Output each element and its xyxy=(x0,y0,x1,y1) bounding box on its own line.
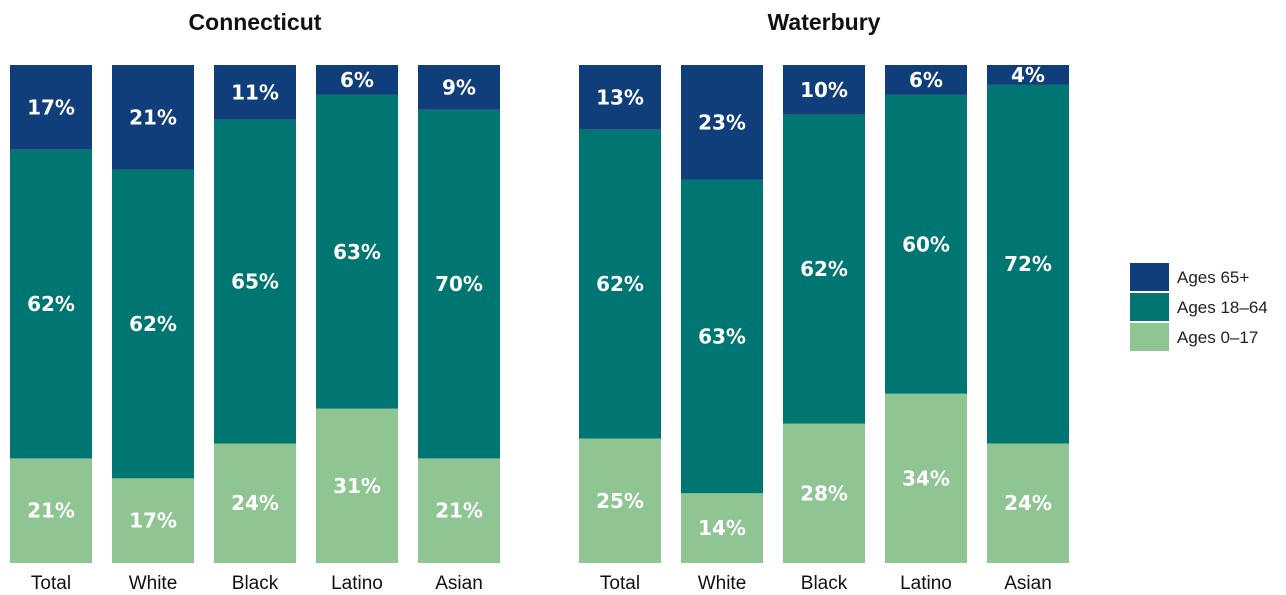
bar-segment-total-ages-65 xyxy=(579,65,661,130)
data-label: 62% xyxy=(800,257,848,281)
bar-segment-latino-ages-1864 xyxy=(885,94,967,394)
legend-swatch-ages-65 xyxy=(1130,263,1169,291)
panel-title: Waterbury xyxy=(768,9,881,35)
data-label: 23% xyxy=(698,110,746,134)
bar-segment-black-ages-65 xyxy=(783,65,865,115)
bar-segment-white-ages-1864 xyxy=(681,179,763,494)
data-label: 10% xyxy=(800,78,848,102)
category-label: Black xyxy=(801,573,848,594)
data-label: 63% xyxy=(698,324,746,348)
bar-segment-asian-ages-65 xyxy=(987,65,1069,85)
data-label: 17% xyxy=(27,95,75,119)
bar-segment-latino-ages-65 xyxy=(316,65,398,95)
category-label: White xyxy=(698,573,747,594)
legend-label: Ages 65+ xyxy=(1177,268,1249,287)
bar-segment-black-ages-1864 xyxy=(783,114,865,424)
legend-swatch-ages-017 xyxy=(1130,323,1169,351)
bar-segment-asian-ages-017 xyxy=(418,458,500,563)
data-label: 62% xyxy=(27,292,75,316)
data-label: 21% xyxy=(129,105,177,129)
data-label: 62% xyxy=(129,312,177,336)
data-label: 13% xyxy=(596,85,644,109)
data-label: 63% xyxy=(333,240,381,264)
bar-segment-total-ages-017 xyxy=(10,458,92,563)
bar-segment-asian-ages-65 xyxy=(418,65,500,110)
bar-segment-latino-ages-65 xyxy=(885,65,967,95)
data-label: 25% xyxy=(596,489,644,513)
data-label: 24% xyxy=(1004,491,1052,515)
legend-label: Ages 0–17 xyxy=(1177,328,1258,347)
bar-segment-black-ages-017 xyxy=(783,423,865,563)
category-label: Latino xyxy=(900,573,952,594)
data-label: 70% xyxy=(435,272,483,296)
data-label: 4% xyxy=(1011,63,1045,87)
data-label: 21% xyxy=(27,499,75,523)
data-label: 6% xyxy=(340,68,374,92)
data-label: 14% xyxy=(698,516,746,540)
bar-segment-total-ages-1864 xyxy=(10,149,92,459)
bar-segment-total-ages-65 xyxy=(10,65,92,150)
bar-segment-latino-ages-017 xyxy=(316,408,398,563)
legend-label: Ages 18–64 xyxy=(1177,298,1268,317)
bar-segment-total-ages-1864 xyxy=(579,129,661,439)
data-label: 6% xyxy=(909,68,943,92)
category-label: Total xyxy=(600,573,640,594)
bar-segment-white-ages-65 xyxy=(681,65,763,180)
bar-segment-white-ages-1864 xyxy=(112,169,194,479)
panel-title: Connecticut xyxy=(189,9,322,35)
data-label: 65% xyxy=(231,270,279,294)
bar-segment-asian-ages-1864 xyxy=(418,109,500,459)
category-label: White xyxy=(129,573,178,594)
bar-segment-black-ages-1864 xyxy=(214,119,296,444)
bar-segment-asian-ages-017 xyxy=(987,443,1069,563)
category-label: Total xyxy=(31,573,71,594)
category-label: Black xyxy=(232,573,279,594)
data-label: 24% xyxy=(231,491,279,515)
bar-segment-white-ages-65 xyxy=(112,65,194,170)
bar-segment-latino-ages-1864 xyxy=(316,94,398,409)
panel-connecticut: Connecticut 21% 62% 17% Total 17% 62% 21% White 2… xyxy=(10,9,500,594)
bar-segment-white-ages-017 xyxy=(681,493,763,563)
data-label: 72% xyxy=(1004,252,1052,276)
bar-segment-total-ages-017 xyxy=(579,438,661,563)
category-label: Latino xyxy=(331,573,383,594)
data-label: 11% xyxy=(231,80,279,104)
legend-swatch-ages-1864 xyxy=(1130,293,1169,321)
data-label: 9% xyxy=(442,75,476,99)
data-label: 60% xyxy=(902,232,950,256)
bar-segment-white-ages-017 xyxy=(112,478,194,563)
bar-segment-asian-ages-1864 xyxy=(987,84,1069,444)
data-label: 28% xyxy=(800,481,848,505)
data-label: 34% xyxy=(902,466,950,490)
data-label: 31% xyxy=(333,474,381,498)
data-label: 62% xyxy=(596,272,644,296)
bar-segment-black-ages-017 xyxy=(214,443,296,563)
bar-segment-latino-ages-017 xyxy=(885,393,967,563)
data-label: 21% xyxy=(435,499,483,523)
category-label: Asian xyxy=(1004,573,1052,594)
bar-segment-black-ages-65 xyxy=(214,65,296,120)
legend: Ages 65+ Ages 18–64 Ages 0–17 xyxy=(1130,263,1268,351)
data-label: 17% xyxy=(129,509,177,533)
category-label: Asian xyxy=(435,573,483,594)
panel-waterbury: Waterbury 25% 62% 13% Total 14% 63% 23% White 28%… xyxy=(579,9,1069,594)
